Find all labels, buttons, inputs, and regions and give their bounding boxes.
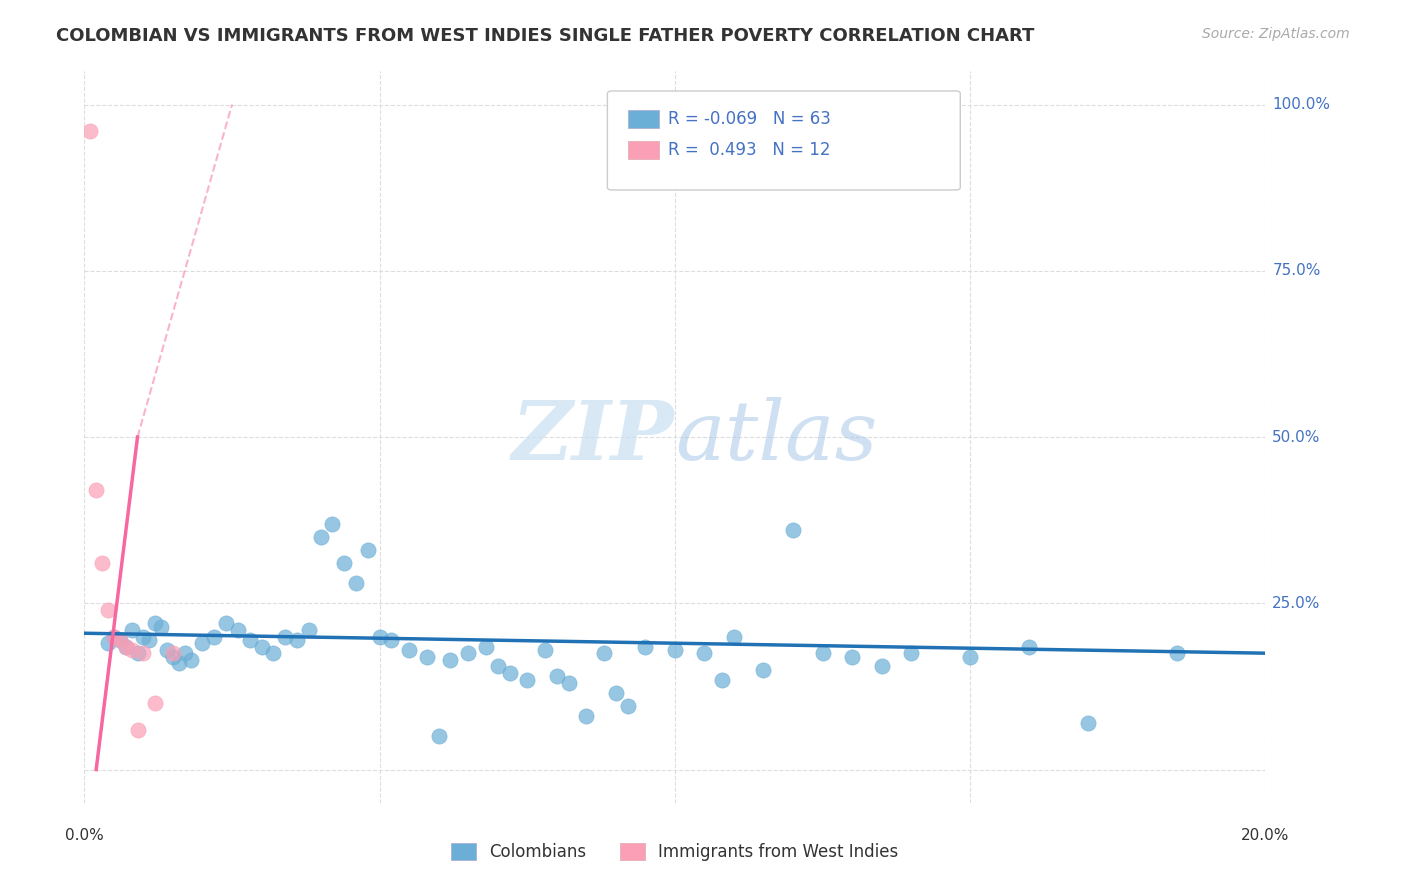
Point: [180, 653, 202, 667]
Point: [167, 656, 190, 670]
Text: 100.0%: 100.0%: [1272, 97, 1330, 112]
Point: [239, 632, 262, 647]
Text: 0.0%: 0.0%: [65, 828, 104, 843]
Point: [150, 619, 173, 633]
Point: [321, 516, 343, 531]
Point: [91, 557, 114, 571]
Point: [285, 632, 308, 647]
Point: [274, 630, 297, 644]
Point: [900, 646, 922, 660]
Point: [84, 483, 107, 498]
Point: [368, 630, 391, 644]
Text: atlas: atlas: [675, 397, 877, 477]
Point: [162, 646, 184, 660]
Point: [108, 632, 131, 647]
Point: [262, 646, 284, 660]
Text: R = -0.069   N = 63: R = -0.069 N = 63: [668, 110, 831, 128]
Point: [546, 669, 568, 683]
Point: [250, 640, 273, 654]
Point: [215, 616, 238, 631]
Point: [616, 699, 638, 714]
Point: [427, 729, 450, 743]
Point: [298, 623, 321, 637]
Point: [97, 636, 120, 650]
Point: [841, 649, 863, 664]
Text: ZIP: ZIP: [512, 397, 675, 477]
Point: [143, 616, 166, 631]
Point: [811, 646, 834, 660]
Point: [634, 640, 657, 654]
Text: Source: ZipAtlas.com: Source: ZipAtlas.com: [1202, 27, 1350, 41]
Point: [121, 643, 143, 657]
Point: [79, 124, 101, 138]
Text: R =  0.493   N = 12: R = 0.493 N = 12: [668, 141, 831, 159]
Point: [121, 623, 143, 637]
Point: [486, 659, 509, 673]
Point: [516, 673, 538, 687]
Legend: Colombians, Immigrants from West Indies: Colombians, Immigrants from West Indies: [444, 836, 905, 868]
Point: [575, 709, 598, 723]
Point: [475, 640, 498, 654]
Point: [156, 643, 179, 657]
Point: [333, 557, 356, 571]
Point: [103, 630, 125, 644]
Text: 25.0%: 25.0%: [1272, 596, 1320, 611]
Point: [664, 643, 686, 657]
Text: 50.0%: 50.0%: [1272, 430, 1320, 444]
Point: [344, 576, 367, 591]
Point: [752, 663, 775, 677]
Point: [309, 530, 332, 544]
Point: [380, 632, 402, 647]
Point: [1166, 646, 1188, 660]
Point: [439, 653, 461, 667]
Point: [173, 646, 195, 660]
Point: [416, 649, 439, 664]
Point: [103, 630, 125, 644]
Point: [132, 646, 155, 660]
Point: [457, 646, 479, 660]
Point: [693, 646, 716, 660]
Point: [138, 632, 160, 647]
Point: [357, 543, 380, 558]
Point: [534, 643, 557, 657]
Point: [870, 659, 893, 673]
Point: [1077, 716, 1099, 731]
Point: [127, 646, 149, 660]
Point: [959, 649, 981, 664]
Point: [114, 640, 136, 654]
Point: [132, 630, 155, 644]
Point: [143, 696, 166, 710]
Point: [114, 640, 136, 654]
Point: [226, 623, 249, 637]
Point: [202, 630, 225, 644]
Point: [127, 723, 149, 737]
Point: [97, 603, 120, 617]
Point: [605, 686, 627, 700]
Text: 75.0%: 75.0%: [1272, 263, 1320, 278]
Point: [711, 673, 734, 687]
Point: [108, 632, 131, 647]
Point: [723, 630, 745, 644]
Point: [593, 646, 616, 660]
Point: [557, 676, 579, 690]
Point: [782, 523, 804, 537]
Text: 20.0%: 20.0%: [1241, 828, 1289, 843]
Point: [191, 636, 214, 650]
Point: [398, 643, 420, 657]
Point: [162, 649, 184, 664]
Point: [1018, 640, 1040, 654]
Point: [498, 666, 520, 681]
Text: COLOMBIAN VS IMMIGRANTS FROM WEST INDIES SINGLE FATHER POVERTY CORRELATION CHART: COLOMBIAN VS IMMIGRANTS FROM WEST INDIES…: [56, 27, 1035, 45]
